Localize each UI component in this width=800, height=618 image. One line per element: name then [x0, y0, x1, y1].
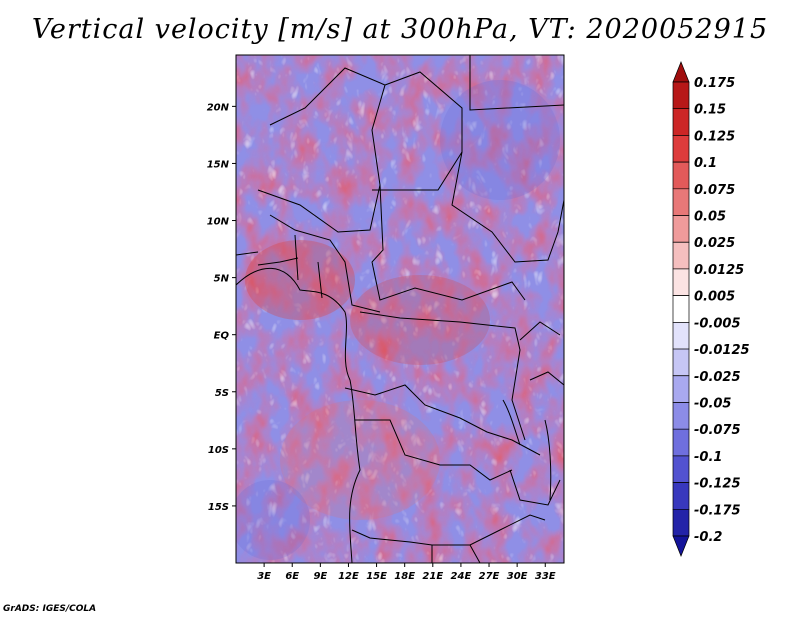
lat-tick-label: 5N [214, 274, 230, 285]
colorbar-label: -0.05 [694, 396, 731, 411]
colorbar-swatch [672, 268, 690, 296]
lat-tick-label: 15S [208, 502, 229, 513]
map-frame [235, 54, 565, 564]
colorbar-swatch [672, 348, 690, 377]
lat-tick-label: 20N [207, 102, 230, 113]
colorbar-label: 0.0125 [694, 263, 744, 278]
latitude-axis: 20N 15N 10N 5N EQ 5S 10S 15S [207, 102, 236, 513]
lon-tick-label: 21E [422, 571, 443, 582]
colorbar-label: 0.05 [694, 210, 726, 225]
lat-tick-label: 10S [208, 445, 229, 456]
colorbar-swatch [672, 375, 690, 403]
colorbar-swatch [672, 215, 690, 243]
colorbar-swatch [672, 402, 690, 430]
colorbar-label: -0.125 [694, 477, 741, 492]
lon-tick-label: 24E [451, 571, 472, 582]
lon-tick-label: 18E [394, 571, 415, 582]
lon-tick-label: 9E [313, 571, 327, 582]
colorbar: 0.175 0.15 0.125 0.1 0.075 0.05 0.025 0.0125 0.0… [672, 61, 750, 557]
colorbar-label: 0.1 [694, 156, 717, 171]
lat-tick-label: 15N [207, 159, 230, 170]
colorbar-label: -0.0125 [694, 343, 750, 358]
lat-tick-label: EQ [214, 331, 230, 342]
colorbar-swatch [672, 508, 690, 537]
longitude-axis: 3E 6E 9E 12E 15E 18E 21E 24E 27E 30E 33E [257, 563, 556, 582]
colorbar-label: 0.15 [694, 103, 726, 118]
colorbar-swatch [672, 161, 690, 190]
country-borders [236, 55, 564, 563]
colorbar-label: 0.075 [694, 183, 735, 198]
colorbar-label: 0.025 [694, 236, 735, 251]
colorbar-label: -0.005 [694, 316, 741, 331]
colorbar-label: -0.175 [694, 503, 741, 518]
lon-tick-label: 30E [507, 571, 528, 582]
chart-title: Vertical velocity [m/s] at 300hPa, VT: 2… [31, 14, 769, 45]
lat-tick-label: 5S [215, 388, 229, 399]
colorbar-label: 0.125 [694, 129, 735, 144]
colorbar-label: 0.175 [694, 76, 735, 91]
velocity-field [236, 55, 564, 563]
colorbar-swatch [672, 322, 690, 350]
lon-tick-label: 15E [366, 571, 387, 582]
lat-tick-label: 10N [207, 217, 230, 228]
colorbar-swatch [672, 61, 690, 83]
lon-tick-label: 27E [479, 571, 500, 582]
lon-tick-label: 12E [338, 571, 359, 582]
colorbar-label: 0.005 [694, 290, 735, 305]
lon-tick-label: 6E [285, 571, 299, 582]
colorbar-swatch [672, 428, 690, 457]
colorbar-swatch [672, 188, 690, 216]
colorbar-swatch [672, 135, 690, 163]
colorbar-label: -0.2 [694, 530, 722, 545]
colorbar-swatch [672, 535, 690, 557]
colorbar-label: -0.025 [694, 370, 741, 385]
colorbar-swatch [672, 455, 690, 483]
colorbar-label: -0.1 [694, 450, 722, 465]
grads-credit: GrADS: IGES/COLA [3, 604, 97, 614]
colorbar-label: -0.075 [694, 423, 741, 438]
colorbar-swatch [672, 81, 690, 110]
lon-tick-label: 33E [535, 571, 556, 582]
colorbar-swatch [672, 295, 690, 323]
lon-tick-label: 3E [257, 571, 271, 582]
colorbar-swatch [672, 108, 690, 136]
colorbar-swatch [672, 241, 690, 270]
colorbar-swatch [672, 482, 690, 510]
